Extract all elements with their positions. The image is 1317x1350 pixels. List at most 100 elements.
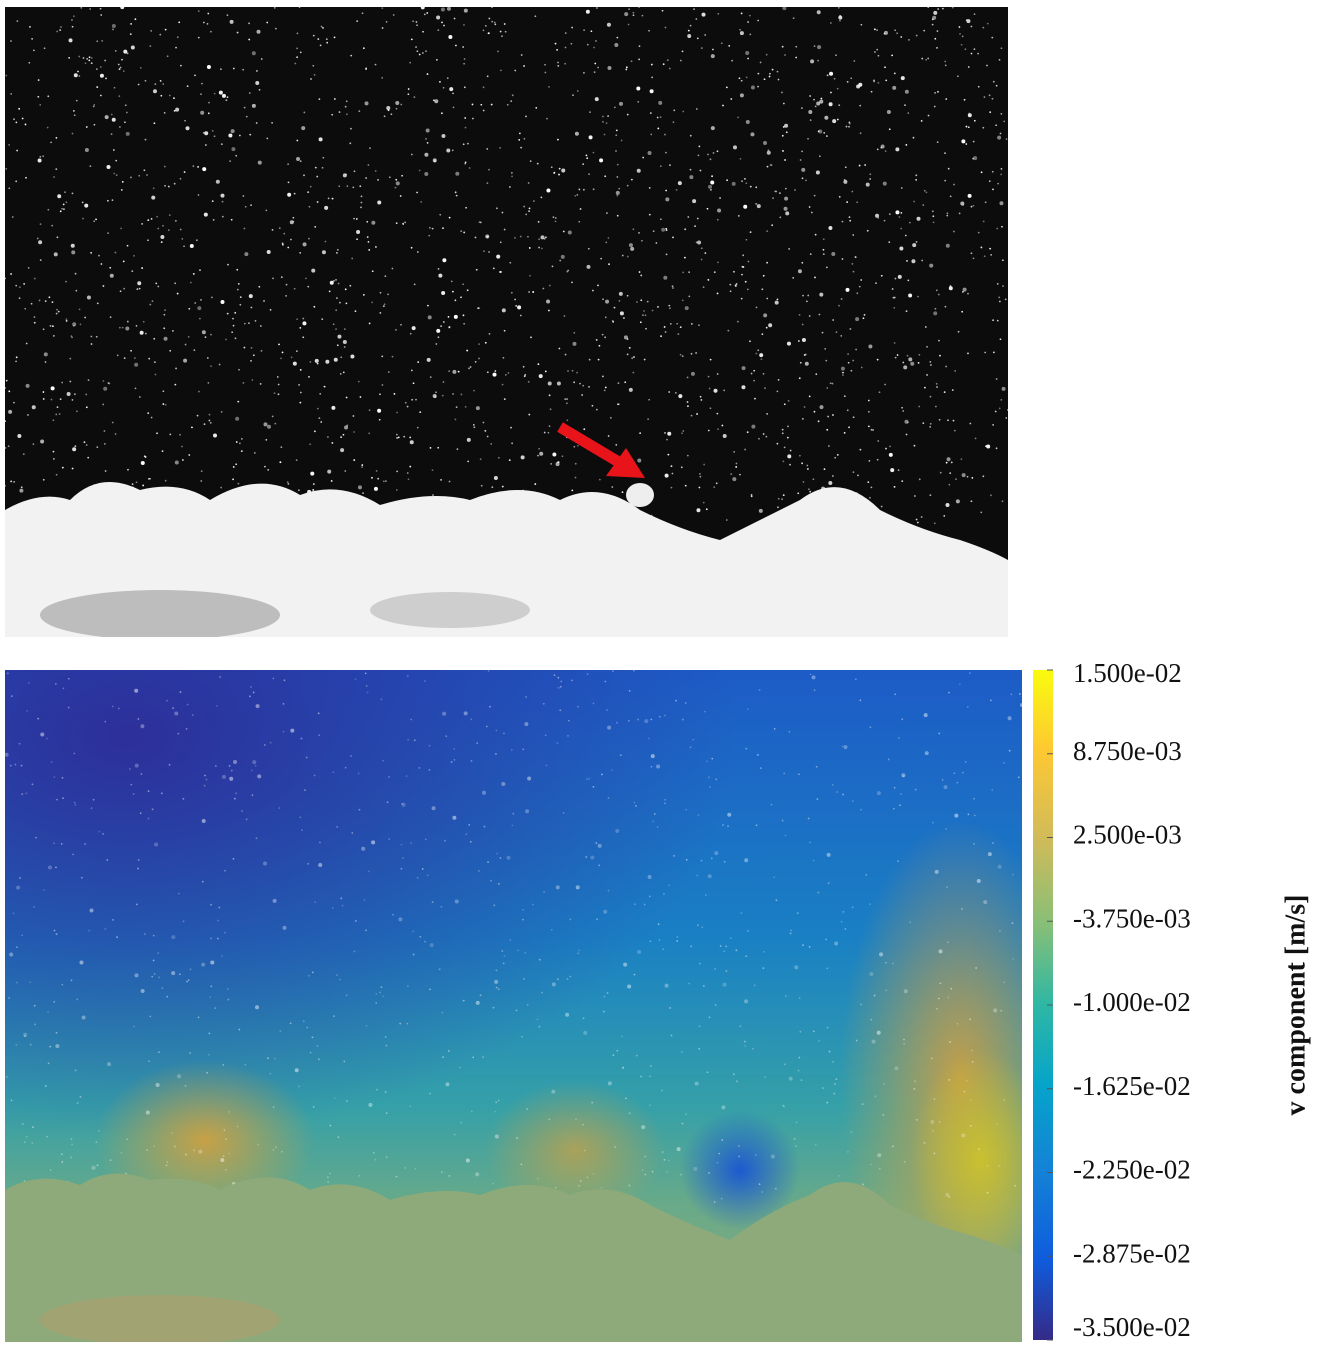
particle: [464, 9, 468, 13]
particle: [118, 64, 120, 66]
particle: [802, 177, 804, 179]
particle: [795, 57, 797, 59]
particle: [593, 703, 595, 705]
particle: [327, 1176, 329, 1178]
particle: [831, 252, 835, 256]
particle: [787, 425, 789, 427]
particle: [814, 45, 816, 47]
particle: [977, 879, 981, 883]
particle: [204, 785, 206, 787]
particle: [62, 467, 64, 469]
particle: [993, 351, 995, 353]
particle: [246, 116, 248, 118]
particle: [576, 372, 578, 374]
particle: [435, 343, 437, 345]
particle: [707, 208, 709, 210]
particle: [766, 413, 768, 415]
particle: [164, 337, 168, 341]
particle: [593, 188, 595, 190]
particle: [930, 423, 932, 425]
particle: [43, 479, 45, 481]
particle: [706, 508, 708, 510]
particle: [104, 60, 106, 62]
particle: [737, 321, 739, 323]
particle: [265, 439, 267, 441]
particle: [509, 939, 511, 941]
particle: [38, 79, 40, 81]
particle: [701, 247, 703, 249]
particle: [358, 485, 362, 489]
particle: [967, 293, 969, 295]
particle: [763, 433, 765, 435]
particle: [457, 448, 459, 450]
particle: [664, 134, 666, 136]
particle: [29, 982, 31, 984]
particle: [255, 765, 257, 767]
particle: [16, 20, 18, 22]
particle: [946, 212, 948, 214]
particle: [68, 707, 70, 709]
particle: [237, 32, 239, 34]
particle: [823, 253, 825, 255]
particle: [552, 453, 556, 457]
particle: [868, 400, 870, 402]
particle: [298, 384, 300, 386]
particle: [334, 36, 336, 38]
particle: [958, 331, 960, 333]
particle: [924, 190, 926, 192]
particle: [807, 295, 809, 297]
particle: [380, 699, 382, 701]
particle: [720, 945, 722, 947]
particle: [74, 802, 76, 804]
particle: [493, 267, 495, 269]
particle: [819, 155, 821, 157]
particle: [56, 31, 58, 33]
tick-label: -1.625e-02: [1073, 1071, 1191, 1101]
particle: [76, 100, 78, 102]
particle: [826, 135, 828, 137]
particle: [571, 489, 573, 491]
particle: [296, 350, 298, 352]
particle: [914, 1080, 916, 1082]
particle: [280, 461, 282, 463]
particle: [650, 1065, 652, 1067]
particle: [77, 71, 79, 73]
particle: [396, 108, 398, 110]
particle: [408, 478, 410, 480]
particle: [316, 176, 318, 178]
particle: [652, 1171, 654, 1173]
particle: [301, 738, 303, 740]
particle: [157, 952, 159, 954]
particle: [776, 390, 778, 392]
particle: [617, 403, 619, 405]
particle: [669, 307, 671, 309]
particle: [393, 14, 395, 16]
particle: [154, 843, 158, 847]
particle: [907, 112, 909, 114]
particle: [525, 809, 529, 813]
particle: [50, 325, 52, 327]
particle: [861, 367, 863, 369]
particle: [100, 14, 102, 16]
particle: [715, 1004, 717, 1006]
particle: [123, 261, 125, 263]
particle: [913, 1088, 915, 1090]
particle: [231, 331, 233, 333]
particle: [353, 431, 355, 433]
particle: [936, 1008, 938, 1010]
particle: [206, 779, 208, 781]
particle: [249, 134, 251, 136]
particle: [296, 157, 300, 161]
particle: [890, 468, 894, 472]
particle: [525, 213, 527, 215]
particle: [256, 122, 258, 124]
particle: [303, 174, 305, 176]
particle: [475, 361, 477, 363]
particle: [441, 134, 445, 138]
particle: [907, 279, 909, 281]
particle: [102, 404, 104, 406]
particle: [13, 118, 15, 120]
particle: [110, 316, 112, 318]
particle: [192, 714, 194, 716]
particle: [37, 238, 39, 240]
